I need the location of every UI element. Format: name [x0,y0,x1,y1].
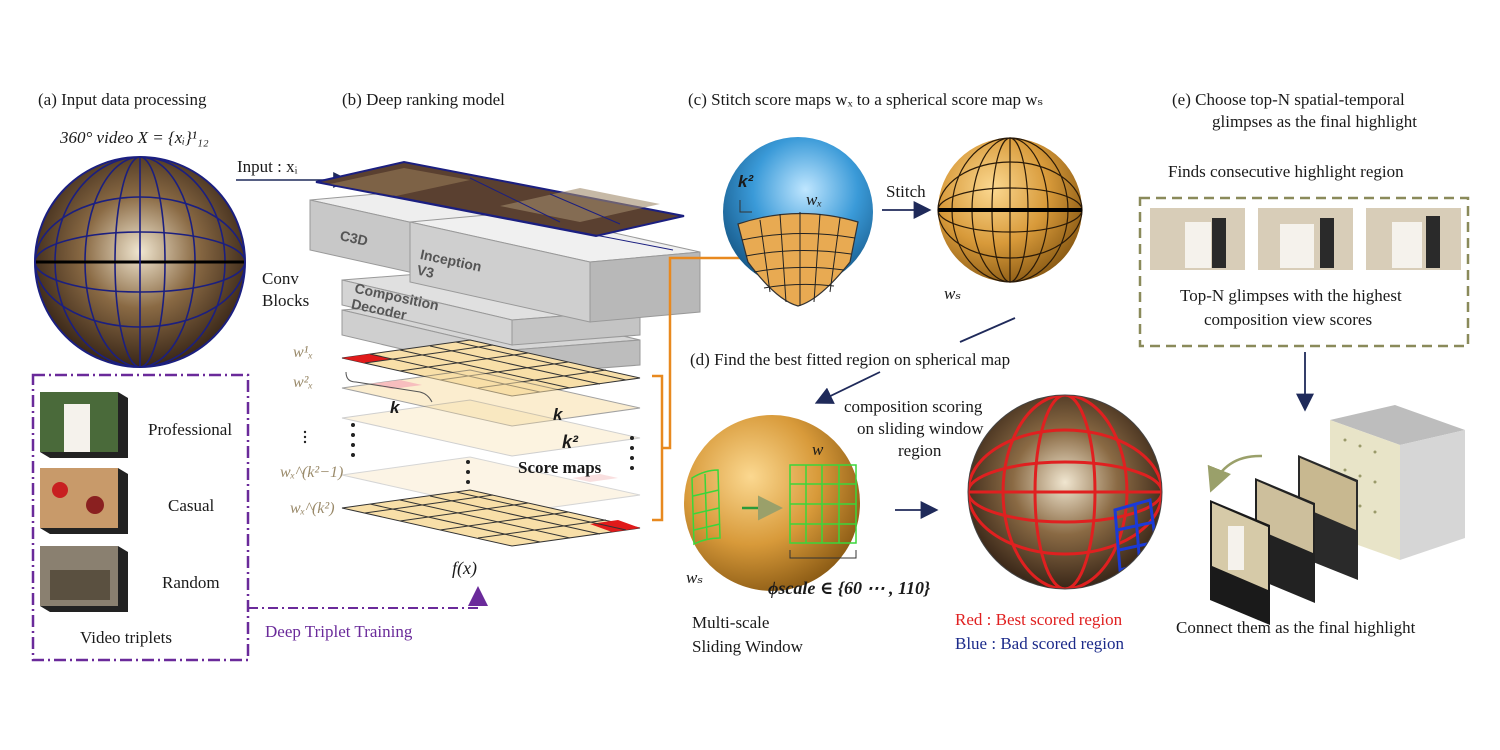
multiscale-line-2: Sliding Window [692,637,803,656]
video-label: 360° video X = {xᵢ}¹₁₂ [60,128,209,147]
result-sphere [967,394,1163,590]
score-label-k2: wₓ^(k²) [290,500,335,517]
multiscale-line-1: Multi-scale [692,613,770,632]
triplet-random: Random [162,573,220,592]
triplets-caption: Video triplets [80,628,172,647]
panel-d-title: (d) Find the best fitted region on spher… [690,350,1011,369]
triplet-casual: Casual [168,496,215,515]
k-brace [345,371,433,403]
score-bracket [652,374,664,522]
input-label: Input : xᵢ [237,157,298,176]
k-label-2: k [553,405,563,424]
d-arrow [814,371,881,404]
conv-blocks-label: Conv Blocks [262,269,310,310]
score-maps-label: Score maps [518,458,602,477]
video-triplets-box [31,373,250,662]
connect-curve-arrow [1207,454,1263,493]
blue-sphere [723,137,873,307]
c-k2-label: k² [738,172,754,191]
triplet-training-label: Deep Triplet Training [265,622,413,641]
highlight-dashed-box [1138,196,1470,348]
scoring-line-2: on sliding window [857,419,984,438]
k-label-1: k [390,398,400,417]
d-ws-label: wₛ [686,568,704,587]
sliding-window-sphere [684,415,860,591]
fx-label: f(x) [452,558,477,578]
topn-line-1: Top-N glimpses with the highest [1180,286,1402,305]
stitch-label: Stitch [886,182,926,201]
score-label-2: w²ₓ [293,374,314,391]
input-video-sphere [34,156,246,368]
input-frame [315,160,685,251]
panel-e-title-1: (e) Choose top-N spatial-temporal [1172,90,1405,109]
consecutive-label: Finds consecutive highlight region [1168,162,1404,181]
score-map-2 [341,369,641,427]
legend-red: Red : Best scored region [955,610,1123,629]
wx-label: wₓ [806,190,823,209]
triplet-training-arrow [248,586,488,609]
panel-a-title: (a) Input data processing [38,90,207,109]
connect-label: Connect them as the final highlight [1176,618,1416,637]
highlight-video-stack [1210,405,1465,625]
score-label-k2-minus-1: wₓ^(k²−1) [280,464,344,481]
k2-label: k² [562,432,579,452]
phi-label: ϕscale ∈ {60 ⋯ , 110} [768,578,931,598]
topn-line-2: composition view scores [1204,310,1373,329]
c-to-d-arrow [959,317,1016,343]
scoring-line-1: composition scoring [844,397,983,416]
score-map-3 [341,399,641,457]
glimpse-thumbnails [1150,208,1461,270]
triplet-thumbnails [40,392,128,612]
panel-e-title-2: glimpses as the final highlight [1212,112,1417,131]
gold-sphere [937,137,1083,283]
inception-v3-block [409,211,701,323]
triplet-professional: Professional [148,420,233,439]
ws-label: wₛ [944,284,962,303]
score-map-k2 [341,489,641,547]
legend-blue: Blue : Bad scored region [955,634,1125,653]
panel-c-title: (c) Stitch score maps wₓ to a spherical … [688,90,1044,109]
score-label-1: w¹ₓ [293,344,314,361]
orange-connector [662,256,790,450]
scoring-line-3: region [898,441,942,460]
vertical-dots [303,423,634,484]
panel-b-title: (b) Deep ranking model [342,90,505,109]
w-label: w [812,440,824,459]
